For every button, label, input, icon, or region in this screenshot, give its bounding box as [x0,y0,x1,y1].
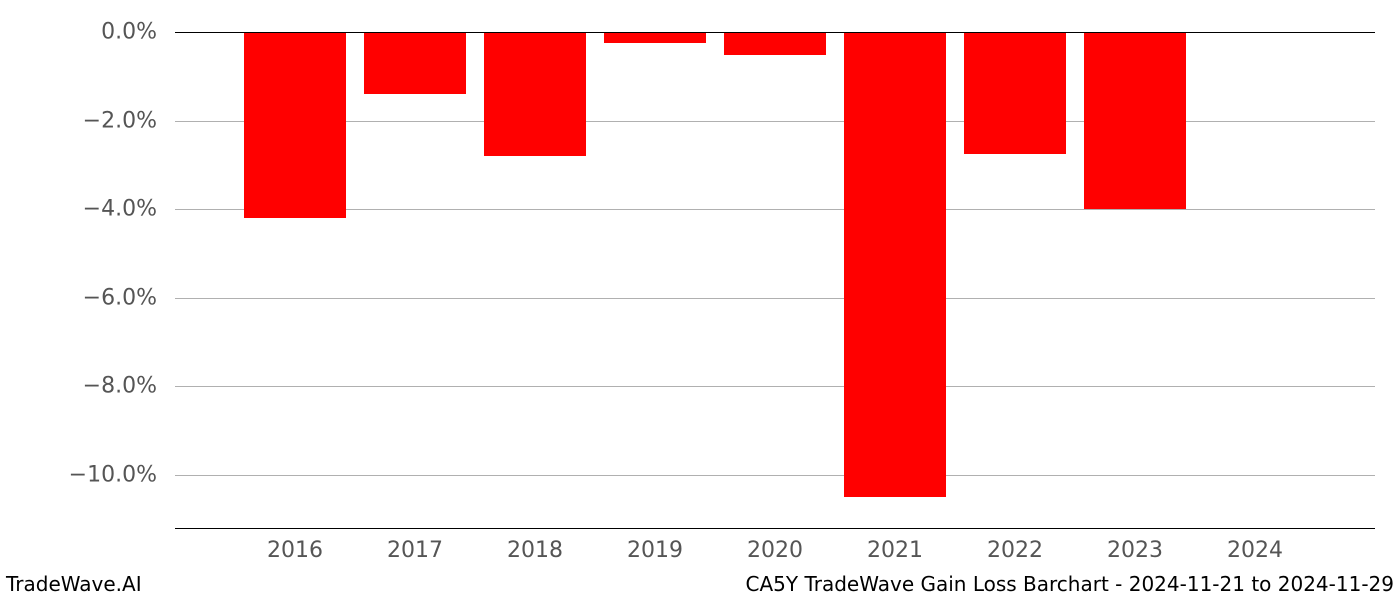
x-tick-label: 2024 [1227,538,1283,563]
bar [364,32,466,94]
bar [724,32,826,54]
x-tick-label: 2020 [747,538,803,563]
bar [244,32,346,218]
zero-line [175,32,1375,33]
y-tick-label: −6.0% [83,285,157,310]
x-tick-label: 2023 [1107,538,1163,563]
x-tick-label: 2021 [867,538,923,563]
grid-line [175,475,1375,476]
x-tick-label: 2018 [507,538,563,563]
footer-brand: TradeWave.AI [6,572,142,596]
y-tick-label: 0.0% [101,20,157,45]
grid-line [175,386,1375,387]
x-tick-label: 2019 [627,538,683,563]
grid-line [175,298,1375,299]
bar [964,32,1066,154]
x-tick-label: 2016 [267,538,323,563]
footer-caption: CA5Y TradeWave Gain Loss Barchart - 2024… [746,572,1394,596]
bar [1084,32,1186,209]
x-tick-label: 2022 [987,538,1043,563]
chart-plot-area [175,28,1375,528]
bar [844,32,946,497]
axis-bottom-spine [175,528,1375,529]
bar [604,32,706,43]
bar [484,32,586,156]
grid-line [175,209,1375,210]
x-tick-label: 2017 [387,538,443,563]
y-tick-label: −10.0% [69,462,157,487]
y-tick-label: −4.0% [83,197,157,222]
y-tick-label: −2.0% [83,108,157,133]
y-tick-label: −8.0% [83,374,157,399]
grid-line [175,121,1375,122]
